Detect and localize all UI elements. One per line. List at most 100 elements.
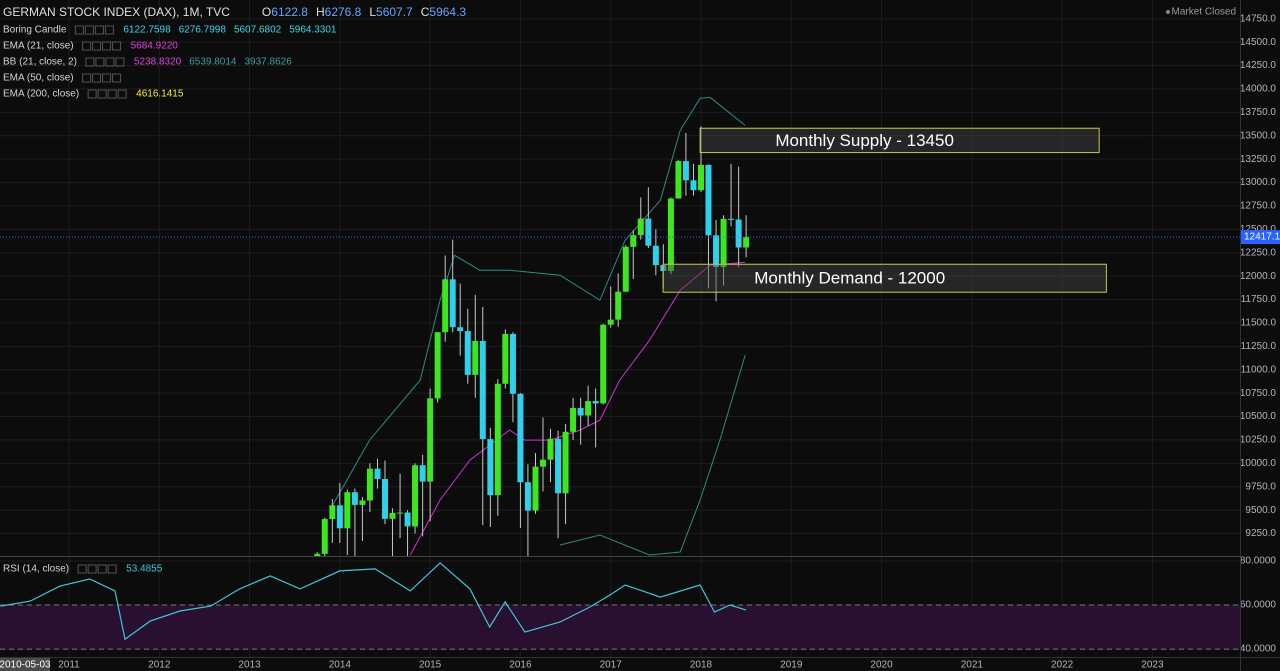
- rsi-tick-label: 80.0000: [1240, 556, 1277, 567]
- candle-body: [585, 401, 592, 416]
- last-price-label: 12417.1: [1244, 232, 1280, 243]
- indicator-value: 5684.9220: [131, 41, 179, 52]
- indicator-name: Boring Candle: [3, 25, 67, 36]
- candle-body: [419, 465, 426, 482]
- candle-body: [464, 331, 471, 375]
- x-tick-label: 2011: [58, 660, 80, 671]
- candle-body: [381, 478, 388, 519]
- candle-body: [329, 505, 336, 520]
- indicator-icon: [74, 25, 84, 35]
- y-tick-label: 14500.0: [1240, 37, 1277, 48]
- indicator-icon: [112, 73, 122, 83]
- indicator-value: 6276.7998: [179, 25, 227, 36]
- candle-body: [374, 468, 381, 479]
- candle-body: [735, 219, 742, 248]
- candle-body: [494, 383, 501, 496]
- candle-body: [630, 235, 637, 247]
- candle-body: [359, 500, 366, 505]
- candle-body: [570, 407, 577, 432]
- y-tick-label: 14250.0: [1240, 60, 1277, 71]
- indicator-icon: [87, 564, 97, 574]
- candle-body: [607, 319, 614, 325]
- x-tick-label: 2014: [329, 660, 352, 671]
- cursor-date-label: 2010-05-03: [0, 660, 51, 671]
- candle-body: [600, 324, 607, 404]
- candle-body: [457, 327, 464, 332]
- candle-body: [351, 492, 358, 505]
- candle-body: [720, 218, 727, 268]
- candle-body: [667, 198, 674, 271]
- indicator-value: 6539.8014: [189, 57, 237, 68]
- candle-body: [479, 340, 486, 440]
- indicator-icon: [85, 57, 95, 67]
- status-dot: [1166, 10, 1170, 14]
- candle-body: [366, 468, 373, 501]
- indicator-icon: [117, 89, 127, 99]
- candle-body: [336, 505, 343, 529]
- indicator-icon: [102, 41, 112, 51]
- ohlc-key: L: [369, 5, 376, 19]
- candle-body: [562, 431, 569, 494]
- indicator-icon: [97, 564, 107, 574]
- zone-box: [699, 127, 1100, 154]
- y-tick-label: 12000.0: [1240, 271, 1277, 282]
- ohlc-key: H: [316, 5, 325, 19]
- candle-body: [592, 401, 599, 404]
- indicator-icon: [92, 73, 102, 83]
- y-tick-label: 14750.0: [1240, 13, 1277, 24]
- x-tick-label: 2017: [600, 660, 623, 671]
- candle-body: [427, 398, 434, 482]
- candle-body: [321, 519, 328, 554]
- rsi-value: 53.4855: [126, 564, 163, 575]
- indicator-value: 3937.8626: [244, 57, 292, 68]
- ohlc-value: 6276.8: [325, 5, 362, 19]
- indicator-icon: [102, 73, 112, 83]
- indicator-value: 4616.1415: [136, 89, 184, 100]
- zone-label: Monthly Demand - 12000: [754, 269, 945, 288]
- y-tick-label: 11000.0: [1241, 364, 1277, 375]
- x-tick-label: 2015: [419, 660, 442, 671]
- y-tick-label: 9250.0: [1245, 528, 1276, 539]
- rsi-tick-label: 60.0000: [1240, 600, 1277, 611]
- y-tick-label: 9750.0: [1245, 481, 1276, 492]
- indicator-line: [559, 354, 746, 556]
- candle-body: [389, 512, 396, 519]
- x-tick-label: 2020: [870, 660, 893, 671]
- candle-body: [652, 245, 659, 266]
- y-tick-label: 10250.0: [1240, 435, 1277, 446]
- ohlc-key: O: [262, 5, 271, 19]
- indicator-icon: [95, 57, 105, 67]
- y-tick-label: 9500.0: [1245, 505, 1276, 516]
- ohlc-value: 6122.8: [271, 5, 308, 19]
- zone-label: Monthly Supply - 13450: [775, 131, 954, 150]
- indicator-value: 5607.6802: [234, 25, 282, 36]
- candle-body: [442, 279, 449, 333]
- y-tick-label: 14000.0: [1240, 84, 1277, 95]
- ohlc-key: C: [421, 5, 430, 19]
- rsi-line: [0, 562, 747, 641]
- candle-body: [532, 466, 539, 511]
- rsi-band: [0, 605, 1240, 650]
- y-tick-label: 13250.0: [1240, 154, 1277, 165]
- candle-body: [697, 164, 704, 191]
- indicator-icon: [107, 564, 117, 574]
- indicator-icon: [112, 41, 122, 51]
- indicator-name: EMA (21, close): [3, 41, 74, 52]
- y-tick-label: 11750.0: [1241, 294, 1277, 305]
- candle-body: [713, 235, 720, 268]
- indicator-name: EMA (50, close): [3, 73, 74, 84]
- y-tick-label: 10500.0: [1240, 411, 1277, 422]
- cursor-label-bg: [0, 658, 50, 671]
- indicator-name: EMA (200, close): [3, 89, 79, 100]
- indicator-icon: [82, 73, 92, 83]
- indicator-value: 6122.7598: [123, 25, 171, 36]
- indicator-name: BB (21, close, 2): [3, 57, 77, 68]
- candle-body: [637, 218, 644, 236]
- y-tick-label: 13750.0: [1240, 107, 1277, 118]
- zone-box: [662, 263, 1107, 293]
- y-tick-label: 11250.0: [1241, 341, 1277, 352]
- y-tick-label: 11500.0: [1241, 318, 1277, 329]
- x-tick-label: 2022: [1051, 660, 1074, 671]
